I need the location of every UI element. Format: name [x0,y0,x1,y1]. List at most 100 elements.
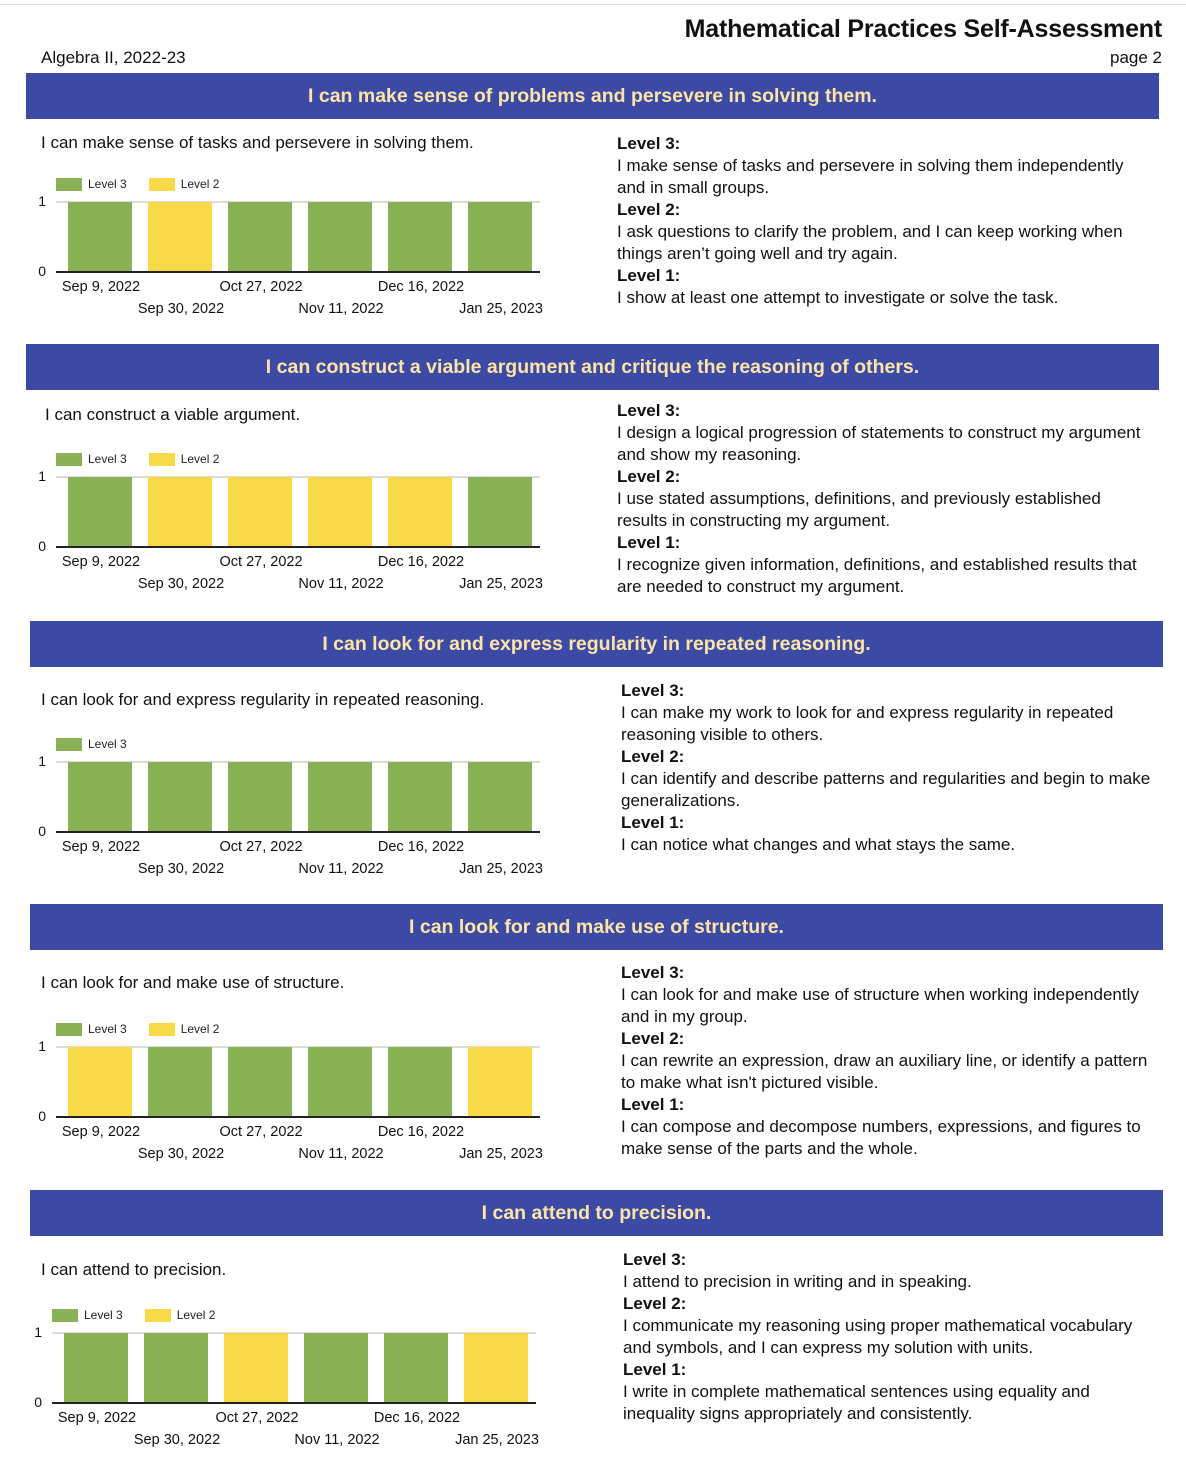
section-banner: I can construct a viable argument and cr… [26,344,1159,390]
legend-item: Level 3 [56,177,127,191]
bar-5 [464,1333,528,1402]
level-heading: Level 3: [621,681,685,700]
bar-0 [68,762,132,831]
section-banner-text: I can make sense of problems and perseve… [308,84,877,107]
x-tick-label: Sep 30, 2022 [137,576,225,592]
legend-label: Level 2 [176,1308,216,1322]
level-text: I ask questions to clarify the problem, … [617,222,1123,263]
bar-5 [468,477,532,546]
x-tick-label: Dec 16, 2022 [373,1410,461,1426]
bar-2 [228,477,292,546]
level-bar-chart: Level 3 Level 2 1 0 Sep 9, 2022 Sep 30, 2022 O… [36,1021,556,1181]
x-tick-label: Sep 9, 2022 [61,554,141,570]
x-tick-label: Sep 30, 2022 [137,1146,225,1162]
chart-label: I can look for and make use of structure… [41,973,345,992]
section-banner: I can make sense of problems and perseve… [26,73,1159,119]
x-tick-label: Oct 27, 2022 [219,1124,303,1140]
bar-2 [224,1333,288,1402]
bar-2 [228,1047,292,1116]
level-bar-chart: Level 3 1 0 Sep 9, 2022 Sep 30, 2022 Oct 27, … [36,736,556,896]
bar-4 [388,1047,452,1116]
course-label: Algebra II, 2022-23 [41,48,186,67]
level-descriptions: Level 3: I attend to precision in writing… [623,1249,1153,1425]
x-tick-label: Jan 25, 2023 [459,301,543,317]
bar-0 [68,202,132,271]
section-banner-text: I can attend to precision. [481,1201,712,1224]
legend-swatch [56,1022,82,1036]
y-tick-1: 1 [38,1038,46,1054]
level-heading: Level 1: [621,813,685,832]
y-tick-0: 0 [38,538,46,554]
x-tick-label: Sep 30, 2022 [137,861,225,877]
bar-0 [64,1333,128,1402]
bar-3 [308,202,372,271]
chart-label: I can attend to precision. [41,1260,227,1279]
legend-item: Level 3 [56,737,127,751]
x-tick-label: Sep 9, 2022 [61,839,141,855]
bar-4 [388,762,452,831]
y-tick-0: 0 [38,263,46,279]
x-axis [52,1402,536,1404]
y-tick-1: 1 [38,753,46,769]
level-text: I communicate my reasoning using proper … [623,1316,1133,1357]
x-axis [56,271,540,273]
x-tick-label: Sep 9, 2022 [61,279,141,295]
x-tick-label: Nov 11, 2022 [298,861,384,877]
chart-label: I can construct a viable argument. [45,405,301,424]
legend-item: Level 2 [148,177,220,191]
bar-2 [228,762,292,831]
legend-label: Level 3 [88,177,127,191]
x-tick-label: Nov 11, 2022 [294,1432,380,1448]
bar-1 [148,1047,212,1116]
y-tick-1: 1 [34,1324,42,1340]
level-text: I can make my work to look for and expre… [621,703,1114,744]
level-heading: Level 1: [617,533,681,552]
gridline [56,1046,540,1048]
gridline [56,761,540,763]
y-tick-0: 0 [34,1394,42,1410]
bar-4 [388,202,452,271]
bar-0 [68,477,132,546]
bar-5 [468,762,532,831]
legend-item: Level 2 [144,1308,216,1322]
legend-item: Level 2 [148,1022,219,1036]
section-banner: I can look for and make use of structure… [30,904,1163,950]
level-heading: Level 1: [621,1095,685,1114]
bar-4 [384,1333,448,1402]
x-tick-label: Jan 25, 2023 [459,576,543,592]
x-axis [56,1116,540,1118]
bar-1 [148,477,212,546]
legend-swatch [148,1022,175,1036]
legend-item: Level 2 [148,452,219,466]
x-tick-label: Dec 16, 2022 [377,279,465,295]
x-tick-label: Dec 16, 2022 [377,839,465,855]
bar-4 [388,477,452,546]
chart-label: I can make sense of tasks and persevere … [41,133,474,152]
x-tick-label: Oct 27, 2022 [215,1410,299,1426]
legend-label: Level 2 [180,177,220,191]
level-text: I can look for and make use of structure… [621,985,1139,1026]
section-banner: I can attend to precision. [30,1190,1163,1236]
bar-3 [308,477,372,546]
chart-legend: Level 3 [56,736,149,752]
y-tick-0: 0 [38,823,46,839]
legend-swatch [148,452,175,466]
level-heading: Level 1: [617,266,681,285]
x-tick-label: Oct 27, 2022 [219,554,303,570]
level-text: I can identify and describe patterns and… [621,769,1151,810]
bar-1 [144,1333,208,1402]
x-tick-label: Nov 11, 2022 [298,301,384,317]
top-divider [0,4,1186,5]
bar-5 [468,202,532,271]
level-heading: Level 2: [617,467,681,486]
level-heading: Level 2: [621,747,685,766]
bar-3 [304,1333,368,1402]
level-text: I use stated assumptions, definitions, a… [617,489,1101,530]
level-text: I design a logical progression of statem… [617,423,1141,464]
chart-label: I can look for and express regularity in… [41,690,485,709]
level-text: I make sense of tasks and persevere in s… [617,156,1124,197]
x-tick-label: Dec 16, 2022 [377,1124,465,1140]
level-heading: Level 3: [621,963,685,982]
level-text: I show at least one attempt to investiga… [617,288,1059,307]
level-text: I can rewrite an expression, draw an aux… [621,1051,1148,1092]
